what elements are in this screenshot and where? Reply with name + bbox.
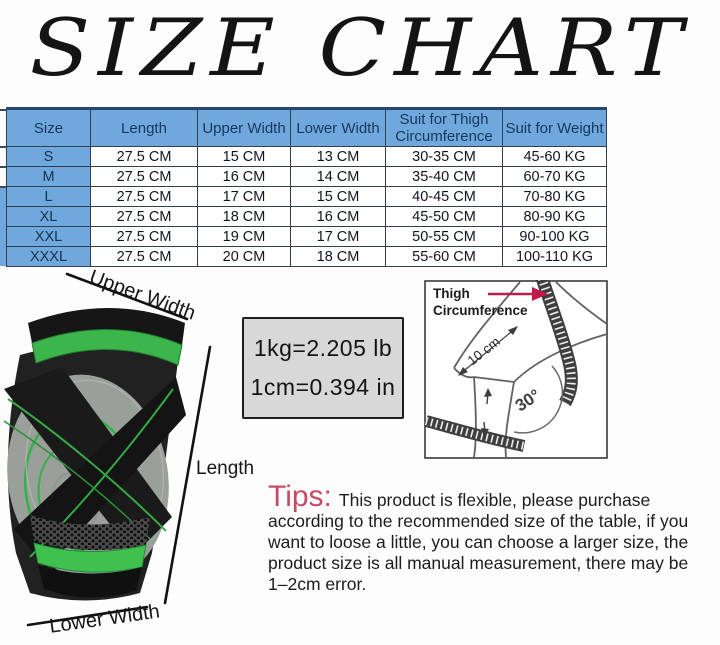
value-cell: 35-40 CM [385,166,503,187]
size-cell: L [6,186,91,207]
value-cell: 27.5 CM [90,206,198,227]
unit-conversion-box: 1kg=2.205 lb 1cm=0.394 in [242,317,404,419]
value-cell: 14 CM [290,166,386,187]
table-border-fragment [0,146,7,148]
knee-brace-product-image [3,308,186,601]
size-table: Size Length Upper Width Lower Width Suit for… [6,107,607,267]
column-header: Suit for Weight [502,108,607,147]
value-cell: 27.5 CM [90,166,198,187]
value-cell: 27.5 CM [90,226,198,247]
value-cell: 13 CM [290,146,386,167]
table-border-fragment [0,166,7,168]
value-cell: 27.5 CM [90,146,198,167]
value-cell: 70-80 KG [502,186,607,207]
value-cell: 16 CM [290,206,386,227]
size-cell: M [6,166,91,187]
value-cell: 55-60 CM [385,246,503,267]
table-border-fragment [0,109,7,111]
value-cell: 30-35 CM [385,146,503,167]
thigh-measurement-diagram: Thigh Circumference 10 cm 30° [424,280,608,459]
value-cell: 27.5 CM [90,186,198,207]
value-cell: 50-55 CM [385,226,503,247]
value-cell: 27.5 CM [90,246,198,267]
value-cell: 15 CM [290,186,386,207]
value-cell: 18 CM [197,206,291,227]
table-border-fragment [0,186,7,188]
value-cell: 17 CM [290,226,386,247]
value-cell: 16 CM [197,166,291,187]
value-cell: 100-110 KG [502,246,607,267]
value-cell: 80-90 KG [502,206,607,227]
thigh-arrow-icon [488,287,548,301]
table-left-crop-sliver [0,188,7,266]
column-header: Length [90,108,198,147]
size-cell: XXXL [6,246,91,267]
kg-to-lb-conversion: 1kg=2.205 lb [253,335,393,361]
table-header-row: Size Length Upper Width Lower Width Suit for… [6,108,607,147]
tips-text: This product is flexible, please purchas… [268,490,689,594]
size-cell: XL [6,206,91,227]
tips-paragraph: Tips: This product is flexible, please pu… [268,482,712,595]
tips-label: Tips: [268,480,332,513]
size-cell: XXL [6,226,91,247]
column-header: Size [6,108,91,147]
length-label: Length [196,458,255,479]
page-title-text: SIZE CHART [29,2,691,94]
value-cell: 90-100 KG [502,226,607,247]
circumference-label: Circumference [433,303,528,318]
value-cell: 20 CM [197,246,291,267]
page-title: SIZE CHART [0,0,720,98]
table-row: XXXL 27.5 CM 20 CM 18 CM 55-60 CM 100-110 KG [6,246,607,267]
value-cell: 60-70 KG [502,166,607,187]
column-header: Lower Width [290,108,386,147]
cm-to-in-conversion: 1cm=0.394 in [250,374,396,400]
value-cell: 19 CM [197,226,291,247]
value-cell: 15 CM [197,146,291,167]
ten-cm-arrow [458,326,518,376]
thigh-label: Thigh [433,286,470,301]
table-row: M 27.5 CM 16 CM 14 CM 35-40 CM 60-70 KG [6,166,607,187]
shin-arrows [481,388,492,437]
column-header: Upper Width [197,108,291,147]
size-cell: S [6,146,91,167]
table-row: L 27.5 CM 17 CM 15 CM 40-45 CM 70-80 KG [6,186,607,207]
value-cell: 18 CM [290,246,386,267]
value-cell: 17 CM [197,186,291,207]
table-row: XXL 27.5 CM 19 CM 17 CM 50-55 CM 90-100 KG [6,226,607,247]
table-row: XL 27.5 CM 18 CM 16 CM 45-50 CM 80-90 KG [6,206,607,227]
value-cell: 40-45 CM [385,186,503,207]
value-cell: 45-60 KG [502,146,607,167]
column-header: Suit for Thigh Circumference [385,108,503,147]
value-cell: 45-50 CM [385,206,503,227]
table-row: S 27.5 CM 15 CM 13 CM 30-35 CM 45-60 KG [6,146,607,167]
